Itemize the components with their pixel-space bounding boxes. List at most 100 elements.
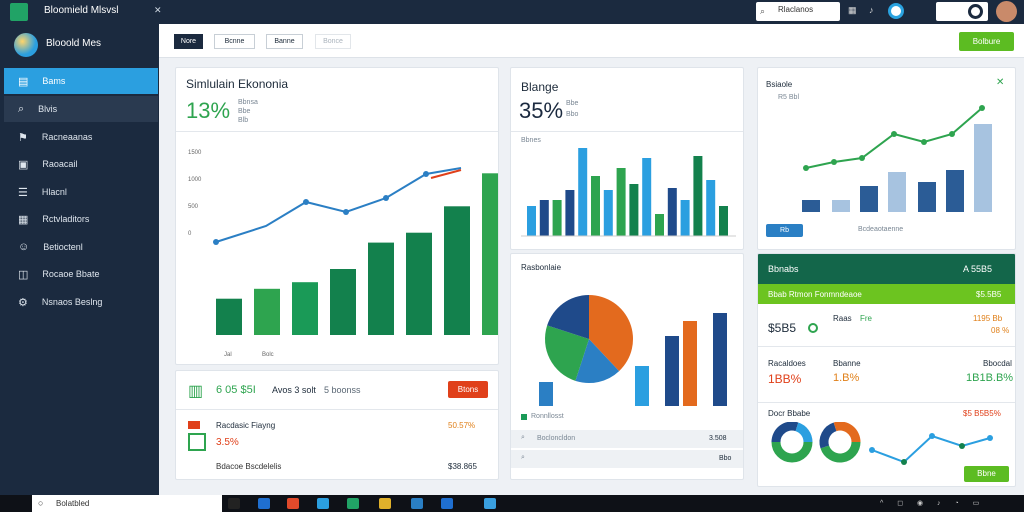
card-balance: Blange 35% Bbe Bbo Bbnes [510, 67, 744, 250]
taskbar-app-icon[interactable] [441, 498, 453, 509]
app-title: Bloomield Mlsvsl [44, 5, 119, 16]
sidebar-item-label: Nsnaos Beslng [41, 297, 103, 307]
bar [254, 288, 280, 335]
taskbar-app-icon[interactable] [347, 498, 359, 509]
sidebar-item-label: Bams [42, 76, 66, 86]
sidebar-item-2[interactable]: ⌕ Blvis [4, 96, 158, 122]
trend-line [215, 167, 462, 243]
taskbar-app-icon[interactable] [379, 498, 391, 509]
band-value: $5.5B5 [976, 290, 1002, 299]
sidebar-item-8[interactable]: ◫ Rocaoe Bbate [4, 261, 158, 287]
status-badge[interactable]: Btons [448, 381, 488, 398]
bar [527, 206, 536, 236]
bar-line-chart: 1500 1000 500 0 Jal Bolc [188, 150, 498, 358]
taskbar-app-icon[interactable] [317, 498, 329, 509]
sidebar-item-4[interactable]: ▣ Raoacail [4, 151, 158, 177]
table-row[interactable]: ⌕ Bocloncldon 3.508 [511, 430, 743, 448]
search-input[interactable]: Rlaclanos [756, 2, 840, 21]
profile-chip[interactable] [936, 2, 988, 21]
donut-segment [819, 422, 837, 449]
taskbar-app-icon[interactable] [258, 498, 270, 509]
sidebar-item-5[interactable]: ☰ Hlacnl [4, 179, 158, 205]
trend-point [921, 139, 927, 145]
system-tray[interactable]: ^ ◻ ◉ ♪ ◔ ▭ [880, 500, 986, 507]
avatar[interactable] [996, 1, 1017, 22]
spark-point [987, 435, 993, 441]
row-primary: $5B5 [768, 321, 797, 335]
taskbar-app-icon[interactable] [411, 498, 423, 509]
panel-title: Bbnabs [768, 264, 799, 274]
taskbar-app-icon[interactable] [228, 498, 240, 509]
spark-line [871, 434, 991, 464]
bell-icon[interactable]: ♪ [869, 5, 874, 15]
donut-segment [820, 441, 861, 463]
sidebar-item-6[interactable]: ▦ Rctvladitors [4, 206, 158, 232]
primary-action-button[interactable]: Bolbure [959, 32, 1014, 51]
spark-point [959, 443, 965, 449]
trend-point [859, 155, 865, 161]
sidebar-item-9[interactable]: ⚙ Nsnaos Beslng [4, 289, 158, 315]
trend-segment [430, 169, 462, 179]
panel-button[interactable]: Bbne [964, 466, 1009, 482]
donut-segment [771, 441, 813, 463]
play-icon[interactable] [808, 323, 818, 333]
row-icon: ⌕ [521, 454, 525, 461]
bar [860, 186, 878, 212]
band-label: Bbab Rtmon Fonmndeaoe [768, 290, 862, 299]
spark-point [901, 459, 907, 465]
pie-slice [575, 339, 620, 383]
bar [406, 232, 432, 335]
bar [680, 200, 690, 236]
spark-point [869, 447, 875, 453]
chart-button[interactable]: Rb [766, 224, 803, 237]
window-titlebar: Bloomield Mlsvsl ✕ Rlaclanos ⌕ ▦ ♪ [0, 0, 1024, 24]
row-label-3: Bbocdal [983, 359, 1012, 368]
row-value: 3.508 [709, 435, 727, 442]
sidebar-item-1[interactable]: ▤ Bams [4, 68, 158, 94]
settings-icon: ⚙ [18, 296, 28, 309]
close-icon[interactable]: ✕ [154, 5, 162, 15]
donut-segment [771, 422, 799, 443]
row-right: 1195 Bb [973, 314, 1003, 323]
taskbar-app-icon[interactable] [287, 498, 299, 509]
image-icon [188, 433, 206, 451]
bar [802, 200, 820, 212]
summary-subtitle: Avos 3 solt [272, 385, 316, 395]
row-label: Racaldoes [768, 359, 806, 368]
bar [603, 190, 613, 236]
row-icon: ⌕ [521, 434, 525, 441]
tab-bcnne[interactable]: Bcnne [214, 34, 255, 49]
bar [444, 206, 470, 335]
table-row[interactable]: ⌕ Bbo [511, 450, 743, 468]
grid-icon[interactable]: ▦ [848, 5, 857, 15]
trend-point [213, 239, 219, 245]
trend-point [803, 165, 809, 171]
status-icon[interactable] [888, 3, 904, 19]
tab-bonce[interactable]: Bonce [315, 34, 351, 49]
footer-value: $38.865 [448, 462, 477, 471]
card-summary: ▥ 6 05 $5I Avos 3 solt 5 boonss Btons Ra… [175, 370, 499, 480]
tag-icon: ⚑ [18, 131, 28, 144]
expand-icon[interactable]: ✕ [996, 77, 1005, 88]
spark-point [929, 433, 935, 439]
trend-point [891, 131, 897, 137]
tab-banne[interactable]: Banne [266, 34, 303, 49]
kpi-sub: Bbnsa Bbe Blb [238, 99, 258, 124]
search-icon: ⌕ [760, 6, 766, 16]
y-tick-label: 500 [188, 204, 199, 210]
bar [706, 180, 716, 236]
sidebar-item-3[interactable]: ⚑ Racneaanas [4, 124, 158, 150]
bar [832, 200, 850, 212]
row-right-2: 08 % [991, 326, 1010, 335]
card-title: Blange [521, 80, 559, 94]
bars-icon: ▥ [188, 383, 204, 400]
taskbar-search[interactable]: Bolatbled [32, 495, 222, 512]
tab-nore[interactable]: Nore [174, 34, 203, 49]
trend-point [831, 159, 837, 165]
bar [918, 182, 936, 212]
bottom-title: Docr Bbabe [768, 409, 811, 418]
footer-label: Bdacoe Bscdelelis [216, 462, 282, 471]
sidebar-item-7[interactable]: ☺ Betioctenl [4, 234, 158, 260]
y-tick-label: 1500 [188, 150, 202, 156]
taskbar-app-icon[interactable] [484, 498, 496, 509]
